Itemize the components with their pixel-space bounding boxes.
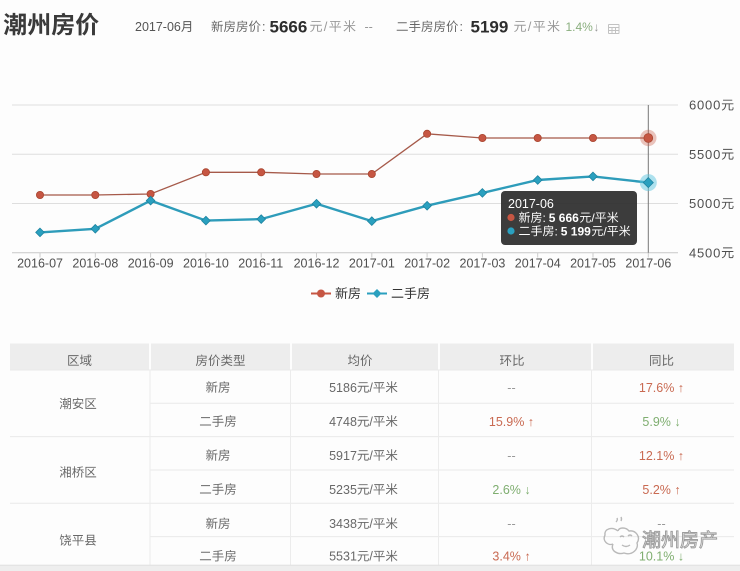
svg-text:2017-01: 2017-01 — [349, 256, 395, 270]
svg-text:2016-09: 2016-09 — [128, 256, 174, 270]
svg-text:/: / — [369, 483, 373, 497]
svg-text:5.9% ↓: 5.9% ↓ — [642, 415, 680, 429]
svg-text:5235: 5235 — [329, 483, 357, 497]
svg-text::: : — [262, 20, 265, 34]
svg-text:/: / — [369, 381, 373, 395]
svg-text:15.9% ↑: 15.9% ↑ — [489, 415, 534, 429]
svg-text:2017-06: 2017-06 — [135, 20, 181, 34]
svg-text:/: / — [369, 550, 373, 564]
svg-text:2016-11: 2016-11 — [238, 256, 283, 270]
svg-text:/: / — [591, 211, 595, 225]
svg-text:/: / — [369, 449, 373, 463]
svg-text:2017-04: 2017-04 — [515, 256, 561, 270]
svg-text:/: / — [369, 517, 373, 531]
svg-text:/: / — [324, 19, 329, 34]
svg-text:--: -- — [507, 449, 515, 463]
svg-text:5666: 5666 — [270, 17, 308, 36]
svg-text:↓: ↓ — [594, 20, 600, 34]
svg-text:--: -- — [507, 381, 515, 395]
svg-text:2017-06: 2017-06 — [508, 197, 554, 211]
svg-text:--: -- — [657, 517, 665, 531]
svg-text:2016-10: 2016-10 — [183, 256, 229, 270]
svg-text:--: -- — [365, 20, 373, 34]
svg-text:5917: 5917 — [329, 449, 357, 463]
svg-text:2016-08: 2016-08 — [72, 256, 118, 270]
svg-text:/: / — [603, 224, 607, 238]
svg-text::: : — [543, 211, 546, 225]
svg-text:12.1% ↑: 12.1% ↑ — [639, 449, 684, 463]
svg-text:6000: 6000 — [689, 98, 721, 113]
svg-text:/: / — [369, 415, 373, 429]
svg-text:2016-07: 2016-07 — [17, 256, 63, 270]
svg-text:5186: 5186 — [329, 381, 357, 395]
svg-text:2.6% ↓: 2.6% ↓ — [492, 483, 530, 497]
svg-text:2017-02: 2017-02 — [404, 256, 450, 270]
svg-text:4748: 4748 — [329, 415, 357, 429]
svg-text:5 199: 5 199 — [561, 224, 591, 238]
svg-text:2017-06: 2017-06 — [625, 256, 671, 270]
svg-text:5199: 5199 — [471, 17, 509, 36]
svg-text:--: -- — [507, 517, 515, 531]
svg-text:3438: 3438 — [329, 517, 357, 531]
svg-text::: : — [555, 224, 558, 238]
svg-text:2016-12: 2016-12 — [294, 256, 340, 270]
svg-text:4500: 4500 — [689, 245, 721, 260]
svg-text:/: / — [528, 19, 533, 34]
svg-text:10.1% ↓: 10.1% ↓ — [639, 550, 684, 564]
svg-text:5000: 5000 — [689, 196, 721, 211]
svg-text:2017-05: 2017-05 — [570, 256, 616, 270]
svg-text::: : — [460, 20, 463, 34]
svg-text:5.2% ↑: 5.2% ↑ — [642, 483, 680, 497]
svg-text:5531: 5531 — [329, 550, 357, 564]
svg-text:5 666: 5 666 — [549, 211, 579, 225]
svg-text:3.4% ↑: 3.4% ↑ — [492, 550, 530, 564]
svg-text:17.6% ↑: 17.6% ↑ — [639, 381, 684, 395]
svg-text:1.4%: 1.4% — [566, 20, 594, 34]
svg-text:5500: 5500 — [689, 147, 721, 162]
svg-text:2017-03: 2017-03 — [460, 256, 506, 270]
